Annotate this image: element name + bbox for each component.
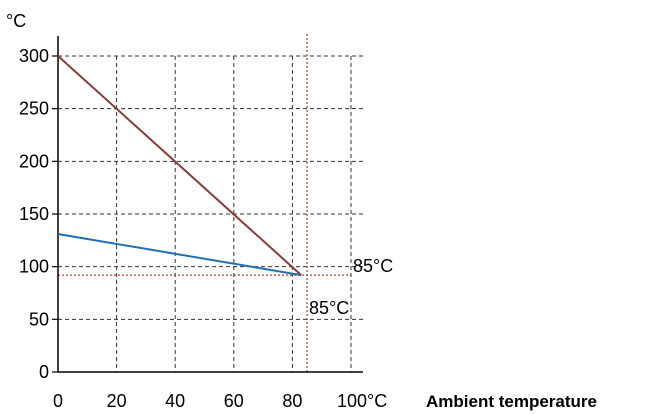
y-tick-label-2: 100 [19, 257, 49, 277]
x-tick-label-3: 60 [224, 391, 244, 411]
series-line-1 [57, 233, 302, 277]
y-tick-label-4: 200 [19, 151, 49, 171]
x-tick-label-0: 0 [53, 391, 63, 411]
x-tick-label-2: 40 [165, 391, 185, 411]
grid [58, 55, 363, 372]
y-tick-label-0: 0 [39, 362, 49, 382]
y-tick-label-3: 150 [19, 204, 49, 224]
y-tick-label-5: 250 [19, 99, 49, 119]
y-tick-label-1: 50 [29, 309, 49, 329]
series-group [57, 55, 302, 277]
x-tick-label-1: 20 [107, 391, 127, 411]
reference-label-y: 85°C [353, 256, 393, 276]
series-line-0 [57, 55, 302, 276]
reference-label-x: 85°C [309, 298, 349, 318]
reference-labels: 85°C 85°C [309, 256, 393, 318]
x-tick-label-4: 80 [282, 391, 302, 411]
axes [52, 36, 363, 373]
y-tick-labels: 0 50 100 150 200 250 300 [19, 46, 49, 382]
y-axis-label: °C [6, 11, 26, 31]
x-tick-label-5: 100°C [337, 391, 387, 411]
y-tick-label-6: 300 [19, 46, 49, 66]
x-tick-labels: 0 20 40 60 80 100°C [53, 391, 387, 411]
x-axis-label: Ambient temperature [426, 392, 597, 411]
reference-lines [58, 34, 351, 372]
